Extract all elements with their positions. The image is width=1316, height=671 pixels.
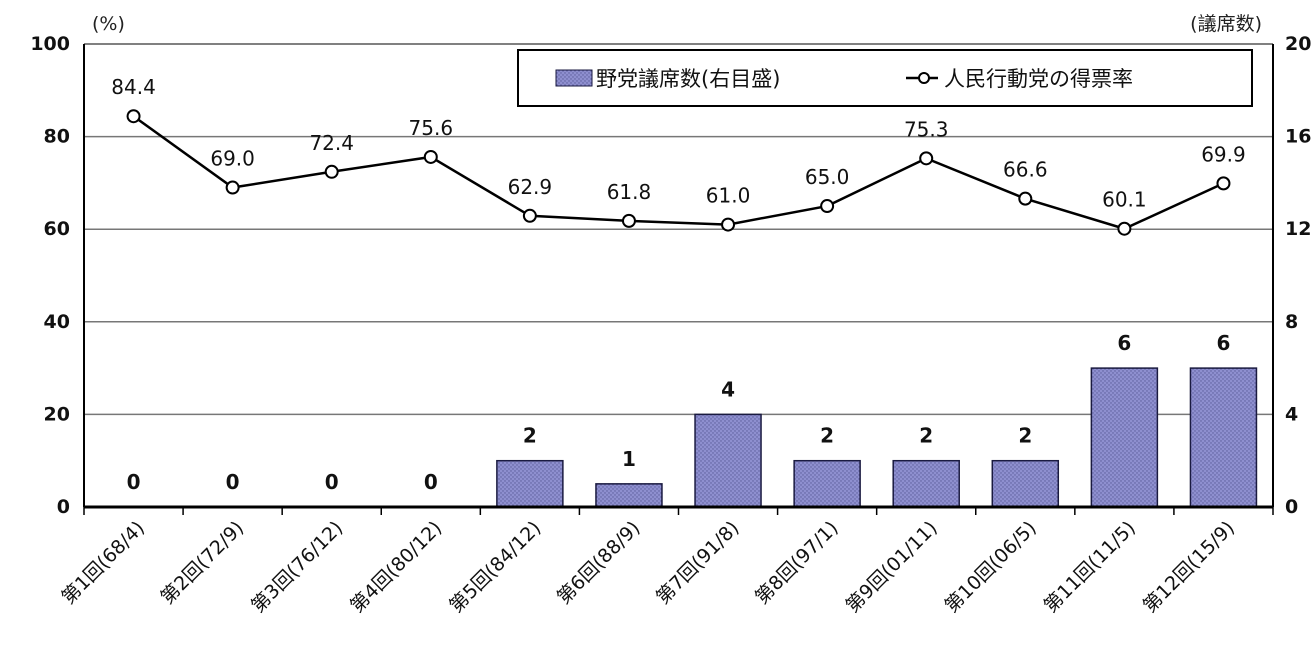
category-label: 第5回(84/12) xyxy=(445,517,545,617)
bar-value-label: 0 xyxy=(127,470,141,494)
category-label: 第7回(91/8) xyxy=(652,517,744,609)
vote-share-line xyxy=(132,115,1224,231)
line-value-label: 84.4 xyxy=(111,75,156,99)
legend-bar-label: 野党議席数(右目盛) xyxy=(596,67,780,91)
category-label: 第8回(97/1) xyxy=(751,517,843,609)
bar-value-label: 0 xyxy=(424,470,438,494)
bar xyxy=(694,413,762,508)
line-value-label: 62.9 xyxy=(508,175,553,199)
line-value-label: 75.3 xyxy=(904,117,949,141)
bar xyxy=(793,459,861,508)
left-tick-label: 0 xyxy=(57,496,70,518)
legend-line-marker xyxy=(918,72,930,84)
line-value-label: 60.1 xyxy=(1102,188,1147,212)
line-point xyxy=(423,149,438,164)
bar xyxy=(892,459,960,508)
left-tick-label: 100 xyxy=(30,33,70,55)
bar-value-label: 2 xyxy=(919,424,933,448)
bar-value-label: 0 xyxy=(226,470,240,494)
line-series xyxy=(126,109,1231,236)
line-value-label: 69.0 xyxy=(210,147,255,171)
line-point xyxy=(721,217,736,232)
line-point xyxy=(820,199,835,214)
category-label: 第1回(68/4) xyxy=(57,517,149,609)
line-point xyxy=(1117,221,1132,236)
line-value-label: 66.6 xyxy=(1003,158,1048,182)
line-point xyxy=(522,208,537,223)
bars xyxy=(496,367,1258,508)
category-label: 第9回(01/11) xyxy=(842,517,942,617)
bar-value-label: 6 xyxy=(1117,331,1131,355)
bar xyxy=(991,459,1060,508)
bar-value-label: 1 xyxy=(622,447,636,471)
bar-value-label: 0 xyxy=(325,470,339,494)
category-label: 第4回(80/12) xyxy=(346,517,446,617)
bar-value-label: 2 xyxy=(523,424,537,448)
category-label: 第11回(11/5) xyxy=(1040,517,1140,617)
category-label: 第10回(06/5) xyxy=(941,517,1041,617)
bar xyxy=(1090,367,1159,508)
left-tick-label: 20 xyxy=(44,403,70,425)
left-tick-label: 80 xyxy=(44,126,70,148)
line-value-label: 61.0 xyxy=(706,184,751,208)
line-value-label: 61.8 xyxy=(607,180,652,204)
left-tick-label: 40 xyxy=(44,311,70,333)
right-tick-label: 20 xyxy=(1285,33,1311,55)
line-value-label: 75.6 xyxy=(409,116,454,140)
line-point xyxy=(1216,176,1231,191)
category-label: 第2回(72/9) xyxy=(157,517,249,609)
right-tick-label: 0 xyxy=(1285,496,1298,518)
legend-bar-swatch xyxy=(555,69,593,87)
line-point xyxy=(324,164,339,179)
line-point xyxy=(126,109,141,124)
right-tick-label: 8 xyxy=(1285,311,1298,333)
line-point xyxy=(919,151,934,166)
gridlines xyxy=(84,135,1273,416)
bar-value-label: 6 xyxy=(1216,331,1230,355)
bar-value-label: 4 xyxy=(721,377,735,401)
right-tick-label: 16 xyxy=(1285,126,1311,148)
bar-value-label: 2 xyxy=(820,424,834,448)
bar xyxy=(595,483,663,508)
line-point xyxy=(1018,191,1033,206)
right-tick-label: 4 xyxy=(1285,403,1298,425)
legend: 野党議席数(右目盛) 人民行動党の得票率 xyxy=(517,49,1253,107)
line-point xyxy=(225,180,240,195)
legend-box xyxy=(517,49,1253,107)
left-axis-unit: (%) xyxy=(92,13,125,35)
line-value-label: 65.0 xyxy=(805,165,850,189)
bar xyxy=(496,459,564,508)
line-point xyxy=(621,213,636,228)
category-label: 第6回(88/9) xyxy=(553,517,645,609)
line-value-label: 69.9 xyxy=(1201,142,1246,166)
bar-value-label: 2 xyxy=(1018,424,1032,448)
category-label: 第3回(76/12) xyxy=(247,517,347,617)
line-value-label: 72.4 xyxy=(309,131,354,155)
legend-line-label: 人民行動党の得票率 xyxy=(944,67,1133,91)
data-labels: 0 0 0 0 2 1 4 2 2 2 6 6 84.4 69.0 72.4 75.6 62.9 61.8 61.0… xyxy=(111,75,1245,494)
right-axis-unit: (議席数) xyxy=(1190,13,1262,35)
right-tick-label: 12 xyxy=(1285,218,1311,240)
left-tick-label: 60 xyxy=(44,218,70,240)
category-label: 第12回(15/9) xyxy=(1139,517,1239,617)
bar xyxy=(1189,367,1258,508)
